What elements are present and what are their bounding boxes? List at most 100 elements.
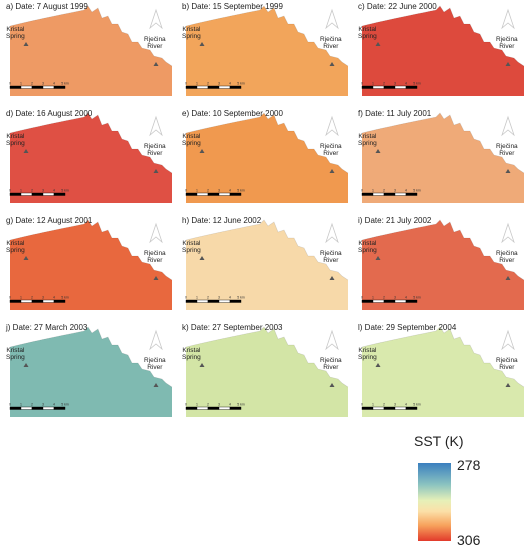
scale-bar-segment bbox=[31, 299, 44, 303]
map-panel: 0 1 2 3 4 5 km l) Date: 29 September 2004 Krist… bbox=[356, 323, 528, 419]
scale-bar-tick: 2 bbox=[207, 403, 209, 407]
label-line: Spring bbox=[182, 33, 201, 40]
kristal-spring-label: Kristal Spring bbox=[6, 133, 25, 147]
sst-map: 0 1 2 3 4 5 km bbox=[185, 2, 349, 96]
map-panel: 0 1 2 3 4 5 km k) Date: 27 September 2003 Krist… bbox=[180, 323, 352, 419]
scale-bar-segment bbox=[207, 299, 220, 303]
scale-bar-tick: 1 bbox=[196, 296, 198, 300]
label-line: Kristal bbox=[182, 240, 201, 247]
scale-bar-tick: 4 bbox=[405, 403, 407, 407]
sea-surface bbox=[10, 6, 172, 96]
rjecina-river-marker bbox=[153, 383, 159, 387]
scale-bar-tick: 0 bbox=[361, 296, 363, 300]
coastline bbox=[185, 112, 349, 174]
panel-title: b) Date: 15 September 1999 bbox=[182, 2, 283, 11]
label-line: Spring bbox=[358, 33, 377, 40]
label-line: River bbox=[147, 257, 163, 264]
map-panel: 0 1 2 3 4 5 km e) Date: 10 September 2000 Krist… bbox=[180, 109, 352, 205]
scale-bar-tick: 2 bbox=[383, 82, 385, 86]
scale-bar-segment bbox=[361, 192, 374, 196]
kristal-spring-label: Kristal Spring bbox=[182, 26, 201, 40]
scale-bar-tick: 3 bbox=[218, 82, 220, 86]
label-line: Kristal bbox=[6, 133, 25, 140]
scale-bar-tick: 3 bbox=[42, 189, 44, 193]
scale-bar-tick: 0 bbox=[185, 403, 187, 407]
land-mask bbox=[362, 2, 524, 66]
label-line: Kristal bbox=[6, 26, 25, 33]
label-line: Rječina bbox=[496, 357, 518, 364]
scale-bar-tick: 2 bbox=[31, 296, 33, 300]
north-arrow-icon bbox=[501, 115, 515, 137]
label-line: Rječina bbox=[320, 250, 342, 257]
scale-bar-segment bbox=[229, 85, 242, 89]
scale-bar-segment bbox=[42, 192, 55, 196]
panel-title: d) Date: 16 August 2000 bbox=[6, 109, 93, 118]
scale-bar-segment bbox=[207, 406, 220, 410]
sst-map: 0 1 2 3 4 5 km bbox=[9, 216, 173, 310]
kristal-spring-label: Kristal Spring bbox=[6, 347, 25, 361]
rjecina-river-marker bbox=[505, 383, 511, 387]
rjecina-river-marker bbox=[153, 276, 159, 280]
scale-bar-segment bbox=[9, 299, 22, 303]
scale-bar-tick: 3 bbox=[394, 189, 396, 193]
label-line: River bbox=[323, 364, 339, 371]
rjecina-river-marker bbox=[153, 62, 159, 66]
scale-bar-tick: 4 bbox=[405, 296, 407, 300]
coastline bbox=[185, 326, 349, 388]
label-line: River bbox=[323, 150, 339, 157]
label-line: Spring bbox=[182, 247, 201, 254]
kristal-spring-label: Kristal Spring bbox=[6, 26, 25, 40]
sea-surface bbox=[10, 220, 172, 310]
scale-bar-tick: 1 bbox=[372, 189, 374, 193]
scale-bar-tick: 5 km bbox=[237, 189, 245, 193]
scale-bar-segment bbox=[196, 299, 209, 303]
scale-bar-tick: 2 bbox=[207, 296, 209, 300]
scale-bar-segment bbox=[53, 406, 66, 410]
scale-bar-tick: 0 bbox=[185, 82, 187, 86]
north-arrow-icon bbox=[325, 115, 339, 137]
coastline bbox=[361, 326, 525, 388]
scale-bar-tick: 3 bbox=[394, 82, 396, 86]
scale-bar-tick: 0 bbox=[361, 189, 363, 193]
scale-bar-segment bbox=[185, 406, 198, 410]
scale-bar-segment bbox=[20, 299, 33, 303]
label-line: River bbox=[499, 43, 515, 50]
scale-bar-segment bbox=[185, 299, 198, 303]
scale-bar-segment bbox=[31, 192, 44, 196]
scale-bar-segment bbox=[218, 299, 231, 303]
label-line: River bbox=[323, 43, 339, 50]
kristal-spring-marker bbox=[23, 42, 29, 46]
kristal-spring-marker bbox=[23, 363, 29, 367]
scale-bar-segment bbox=[405, 299, 418, 303]
panel-title: c) Date: 22 June 2000 bbox=[358, 2, 437, 11]
label-line: Rječina bbox=[320, 357, 342, 364]
legend-title: SST (K) bbox=[414, 433, 464, 449]
north-arrow-icon bbox=[501, 8, 515, 30]
scale-bar-tick: 3 bbox=[218, 296, 220, 300]
scale-bar-segment bbox=[383, 299, 396, 303]
land-mask bbox=[362, 216, 524, 280]
scale-bar-tick: 4 bbox=[229, 296, 231, 300]
scale-bar-tick: 4 bbox=[53, 296, 55, 300]
coastline bbox=[361, 112, 525, 174]
scale-bar-tick: 1 bbox=[20, 82, 22, 86]
scale-bar-segment bbox=[372, 85, 385, 89]
scale-bar-segment bbox=[361, 85, 374, 89]
scale-bar-segment bbox=[383, 406, 396, 410]
scale-bar-segment bbox=[42, 406, 55, 410]
scale-bar-segment bbox=[361, 299, 374, 303]
label-line: Spring bbox=[6, 33, 25, 40]
scale-bar-tick: 2 bbox=[207, 82, 209, 86]
scale-bar-tick: 1 bbox=[196, 189, 198, 193]
label-line: Rječina bbox=[496, 36, 518, 43]
scale-bar-tick: 5 km bbox=[61, 82, 69, 86]
map-panel: 0 1 2 3 4 5 km b) Date: 15 September 1999 Krist… bbox=[180, 2, 352, 98]
map-panel: 0 1 2 3 4 5 km j) Date: 27 March 2003 Kristal Sp… bbox=[4, 323, 176, 419]
label-line: Rječina bbox=[496, 250, 518, 257]
rjecina-river-label: Rječina River bbox=[496, 36, 518, 50]
scale-bar-segment bbox=[372, 406, 385, 410]
scale-bar-tick: 1 bbox=[196, 403, 198, 407]
scale-bar-tick: 3 bbox=[42, 296, 44, 300]
rjecina-river-label: Rječina River bbox=[320, 36, 342, 50]
rjecina-river-label: Rječina River bbox=[144, 357, 166, 371]
